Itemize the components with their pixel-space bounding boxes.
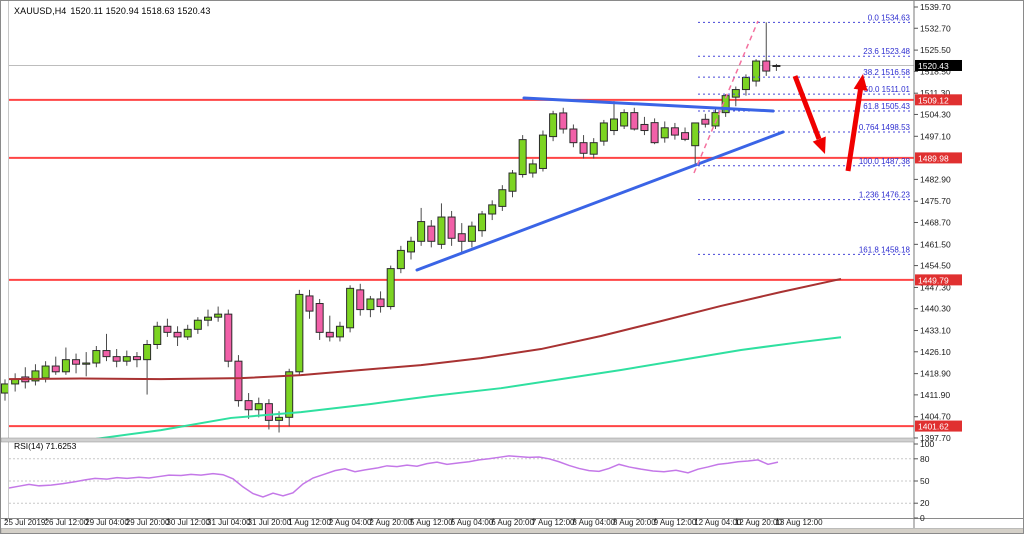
svg-text:1426.10: 1426.10 — [920, 347, 951, 357]
ohlc-values: 1520.11 1520.94 1518.63 1520.43 — [70, 6, 211, 16]
rsi-indicator-label: RSI(14) 71.6253 — [14, 441, 77, 451]
svg-text:12 Aug 20:00: 12 Aug 20:00 — [735, 518, 783, 527]
svg-text:1404.70: 1404.70 — [920, 412, 951, 422]
ma-line-slow-brown — [8, 277, 842, 381]
symbol-period-label: XAUUSD,H4 — [14, 6, 67, 16]
svg-text:50.0 1511.01: 50.0 1511.01 — [864, 85, 911, 94]
svg-text:6 Aug 04:00: 6 Aug 04:00 — [451, 518, 494, 527]
svg-text:1475.70: 1475.70 — [920, 196, 951, 206]
svg-text:7 Aug 12:00: 7 Aug 12:00 — [532, 518, 575, 527]
svg-text:31 Jul 04:00: 31 Jul 04:00 — [207, 518, 251, 527]
svg-text:61.8 1505.43: 61.8 1505.43 — [863, 102, 910, 111]
svg-text:1468.70: 1468.70 — [920, 217, 951, 227]
svg-text:1461.50: 1461.50 — [920, 239, 951, 249]
svg-text:100: 100 — [920, 439, 934, 449]
svg-text:1518.50: 1518.50 — [920, 66, 951, 76]
support-resistance-lines[interactable] — [9, 98, 914, 428]
trendline-descending-resistance[interactable] — [522, 96, 775, 113]
candles — [1, 22, 781, 433]
svg-text:100.0 1487.38: 100.0 1487.38 — [859, 157, 911, 166]
rsi-line — [8, 455, 779, 498]
svg-text:8 Aug 20:00: 8 Aug 20:00 — [613, 518, 656, 527]
svg-text:23.6 1523.48: 23.6 1523.48 — [863, 47, 910, 56]
svg-text:50: 50 — [920, 476, 930, 486]
svg-text:6 Aug 20:00: 6 Aug 20:00 — [491, 518, 534, 527]
arrow-up-red[interactable] — [845, 74, 868, 172]
ma-line-fast-green — [95, 336, 842, 440]
svg-text:1397.70: 1397.70 — [920, 433, 951, 443]
fibonacci-retracement[interactable]: 0.0 1534.63 23.6 1523.48 38.2 1516.58 50.0 … — [698, 13, 912, 255]
svg-text:1454.50: 1454.50 — [920, 261, 951, 271]
svg-text:29 Jul 04:00: 29 Jul 04:00 — [85, 518, 129, 527]
svg-text:1411.90: 1411.90 — [920, 390, 950, 400]
svg-text:1504.30: 1504.30 — [920, 109, 951, 119]
svg-text:1482.90: 1482.90 — [920, 174, 951, 184]
svg-text:13 Aug 12:00: 13 Aug 12:00 — [775, 518, 823, 527]
pane-splitter[interactable] — [1, 437, 915, 443]
svg-text:1440.30: 1440.30 — [920, 304, 951, 314]
svg-text:2 Aug 20:00: 2 Aug 20:00 — [369, 518, 412, 527]
rsi-grid — [9, 458, 914, 504]
svg-text:8 Aug 04:00: 8 Aug 04:00 — [572, 518, 615, 527]
svg-text:1539.70: 1539.70 — [920, 2, 951, 12]
svg-text:25 Jul 2019: 25 Jul 2019 — [4, 518, 46, 527]
svg-text:0.764 1498.53: 0.764 1498.53 — [859, 123, 911, 132]
rsi-axis[interactable]: 100 80 50 20 0 — [914, 439, 934, 523]
svg-text:29 Jul 20:00: 29 Jul 20:00 — [126, 518, 170, 527]
svg-text:80: 80 — [920, 454, 930, 464]
svg-text:38.2 1516.58: 38.2 1516.58 — [863, 68, 910, 77]
svg-text:1.236 1476.23: 1.236 1476.23 — [859, 191, 911, 200]
arrow-down-red[interactable] — [792, 75, 826, 154]
svg-text:31 Jul 20:00: 31 Jul 20:00 — [248, 518, 292, 527]
svg-text:1497.10: 1497.10 — [920, 131, 951, 141]
svg-text:9 Aug 12:00: 9 Aug 12:00 — [654, 518, 697, 527]
svg-text:161.8 1458.18: 161.8 1458.18 — [859, 245, 911, 254]
trendline-ascending-support[interactable] — [415, 130, 785, 272]
svg-text:0: 0 — [920, 513, 925, 523]
svg-text:1532.70: 1532.70 — [920, 23, 951, 33]
svg-text:1509.12: 1509.12 — [918, 95, 949, 105]
svg-text:0.0 1534.63: 0.0 1534.63 — [868, 13, 911, 22]
svg-text:20: 20 — [920, 498, 930, 508]
svg-text:1433.10: 1433.10 — [920, 326, 951, 336]
svg-text:1489.98: 1489.98 — [918, 153, 949, 163]
svg-text:30 Jul 12:00: 30 Jul 12:00 — [166, 518, 210, 527]
svg-text:1 Aug 12:00: 1 Aug 12:00 — [288, 518, 331, 527]
svg-text:5 Aug 12:00: 5 Aug 12:00 — [410, 518, 453, 527]
svg-text:1401.62: 1401.62 — [918, 422, 949, 432]
svg-text:2 Aug 04:00: 2 Aug 04:00 — [329, 518, 372, 527]
svg-text:1511.30: 1511.30 — [920, 88, 950, 98]
price-axis[interactable]: 1539.70 1532.70 1525.50 1518.50 1511.30 1504.… — [914, 2, 962, 443]
svg-text:12 Aug 04:00: 12 Aug 04:00 — [694, 518, 742, 527]
svg-text:1447.30: 1447.30 — [920, 282, 951, 292]
ohlc-title: XAUUSD,H4 1520.11 1520.94 1518.63 1520.43 — [14, 6, 215, 16]
svg-text:1520.43: 1520.43 — [918, 61, 949, 71]
svg-text:1418.90: 1418.90 — [920, 369, 951, 379]
dashed-projection-line[interactable] — [693, 20, 759, 174]
svg-text:26 Jul 12:00: 26 Jul 12:00 — [45, 518, 89, 527]
svg-text:1525.50: 1525.50 — [920, 45, 951, 55]
svg-text:1449.79: 1449.79 — [918, 275, 949, 285]
